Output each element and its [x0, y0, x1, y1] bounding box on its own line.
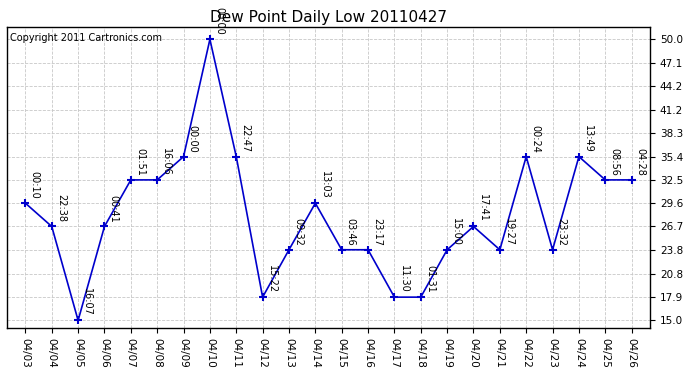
Title: Dew Point Daily Low 20110427: Dew Point Daily Low 20110427 [210, 10, 447, 25]
Text: 16:06: 16:06 [161, 148, 171, 176]
Text: 04:28: 04:28 [635, 148, 646, 176]
Text: 09:32: 09:32 [293, 218, 303, 246]
Text: 08:56: 08:56 [609, 148, 620, 176]
Text: 19:27: 19:27 [504, 217, 514, 246]
Text: 15:22: 15:22 [267, 265, 277, 293]
Text: 13:03: 13:03 [319, 171, 330, 199]
Text: 00:41: 00:41 [108, 195, 119, 222]
Text: 11:30: 11:30 [399, 265, 408, 293]
Text: 15:00: 15:00 [451, 218, 462, 246]
Text: 16:07: 16:07 [82, 288, 92, 316]
Text: 00:10: 00:10 [30, 171, 39, 199]
Text: 13:49: 13:49 [583, 124, 593, 152]
Text: 17:41: 17:41 [477, 194, 488, 222]
Text: 01:31: 01:31 [425, 265, 435, 293]
Text: 23:32: 23:32 [557, 217, 566, 246]
Text: 03:46: 03:46 [346, 218, 356, 246]
Text: 22:47: 22:47 [240, 124, 250, 152]
Text: Copyright 2011 Cartronics.com: Copyright 2011 Cartronics.com [10, 33, 162, 44]
Text: 23:17: 23:17 [372, 217, 382, 246]
Text: 00:00: 00:00 [214, 8, 224, 35]
Text: 00:24: 00:24 [531, 124, 540, 152]
Text: 01:51: 01:51 [135, 148, 145, 176]
Text: 00:00: 00:00 [188, 124, 198, 152]
Text: 22:38: 22:38 [56, 194, 66, 222]
